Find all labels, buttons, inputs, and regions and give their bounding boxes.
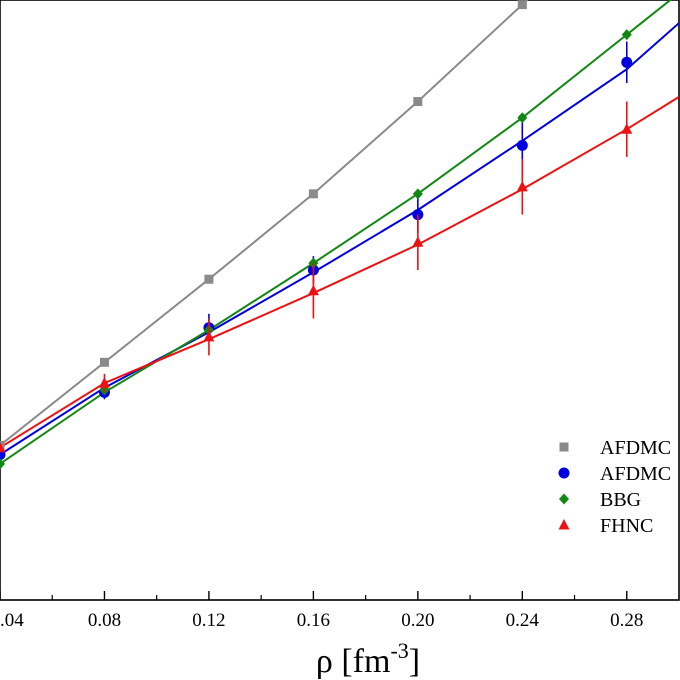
data-point-afdmc-square	[308, 189, 318, 199]
x-axis-ticks	[0, 591, 628, 600]
data-point-bbg-diamond	[621, 29, 632, 41]
x-tick-label: 0.24	[506, 610, 540, 631]
legend-label-fhnc-triangle: FHNC	[600, 515, 653, 537]
legend-marker-bbg-diamond	[559, 493, 569, 505]
data-point-fhnc-triangle	[203, 330, 215, 342]
legend-label-afdmc-square: AFDMC	[600, 437, 671, 459]
series-curves	[0, 0, 679, 465]
legend-marker-fhnc-triangle	[558, 519, 570, 530]
x-tick-label: 0.20	[401, 610, 434, 631]
legend-marker-afdmc-square	[559, 442, 569, 452]
legend: AFDMC AFDMC BBG FHNC	[558, 437, 671, 537]
x-axis-title-exponent: -3	[390, 638, 408, 663]
data-point-afdmc-square	[204, 274, 214, 284]
series-markers	[0, 0, 633, 470]
data-point-afdmc-square	[0, 440, 5, 450]
series-line-afdmc-circle	[0, 22, 679, 456]
data-point-fhnc-triangle	[516, 180, 528, 192]
data-point-fhnc-triangle	[307, 284, 319, 296]
legend-marker-afdmc-circle	[558, 467, 570, 479]
series-line-bbg-diamond	[0, 0, 672, 465]
data-point-fhnc-triangle	[98, 377, 110, 388]
series-line-afdmc-square	[0, 0, 529, 447]
legend-label-bbg-diamond: BBG	[600, 489, 641, 511]
x-axis-tick-labels: .04 0.08 0.12 0.16 0.20 0.24 0.28	[0, 610, 643, 631]
x-tick-label: .04	[0, 610, 24, 631]
data-point-afdmc-square	[413, 97, 423, 107]
x-axis-title-main: ρ [fm	[316, 643, 391, 680]
series-line-fhnc-triangle	[0, 96, 679, 449]
x-tick-label: 0.28	[610, 610, 643, 631]
data-point-bbg-diamond	[517, 112, 528, 124]
data-point-fhnc-triangle	[412, 236, 424, 247]
data-point-afdmc-circle	[621, 56, 633, 68]
data-point-bbg-diamond	[0, 458, 5, 470]
plot-frame	[0, 0, 680, 601]
data-point-afdmc-circle	[516, 139, 528, 151]
data-point-afdmc-square	[99, 357, 109, 367]
x-tick-label: 0.16	[297, 610, 330, 631]
x-tick-label: 0.08	[88, 610, 121, 631]
x-axis-title-suffix: ]	[409, 643, 420, 680]
legend-label-afdmc-circle: AFDMC	[600, 463, 671, 485]
x-axis-title: ρ [fm-3]	[316, 638, 420, 680]
data-point-bbg-diamond	[412, 188, 423, 200]
data-point-afdmc-square	[517, 0, 527, 10]
data-point-fhnc-triangle	[0, 441, 6, 453]
data-point-fhnc-triangle	[621, 123, 633, 134]
x-tick-label: 0.12	[192, 610, 225, 631]
